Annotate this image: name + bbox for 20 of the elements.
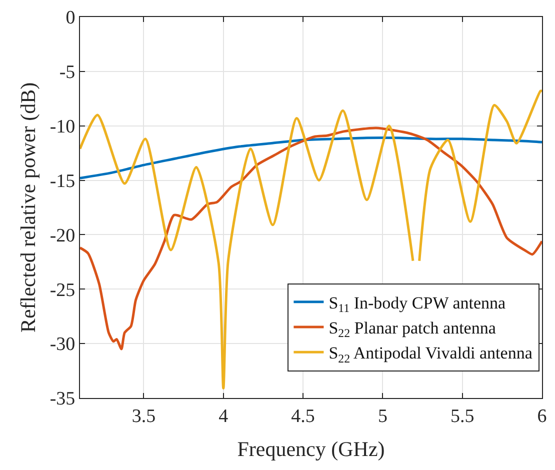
y-tick-label: 0 xyxy=(66,8,76,29)
x-tick-label: 4 xyxy=(218,406,229,427)
y-tick-label: -10 xyxy=(50,116,76,138)
legend-label: S$_{11}$ In-body CPW antenna xyxy=(328,294,506,316)
y-tick-label: -5 xyxy=(59,62,76,84)
x-axis-title: Frequency (GHz) xyxy=(237,437,385,461)
x-tick-label: 6 xyxy=(537,406,547,427)
y-axis-title: Reflected relative power (dB) xyxy=(16,82,40,333)
x-tick-label: 4.5 xyxy=(291,406,315,427)
x-tick-label: 5 xyxy=(378,406,388,427)
y-tick-label: -25 xyxy=(50,280,76,301)
y-tick-label: -15 xyxy=(50,170,76,192)
legend-label: S$_{22}$ Antipodal Vivaldi antenna xyxy=(328,344,533,366)
y-tick-label: -30 xyxy=(50,334,76,356)
y-tick-label: -20 xyxy=(50,225,76,246)
y-tick-label: -35 xyxy=(50,388,76,410)
legend-label: S$_{22}$ Planar patch antenna xyxy=(328,318,496,340)
line-series xyxy=(80,136,542,180)
x-tick-label: 5.5 xyxy=(450,406,474,427)
x-tick-label: 3.5 xyxy=(132,406,156,427)
